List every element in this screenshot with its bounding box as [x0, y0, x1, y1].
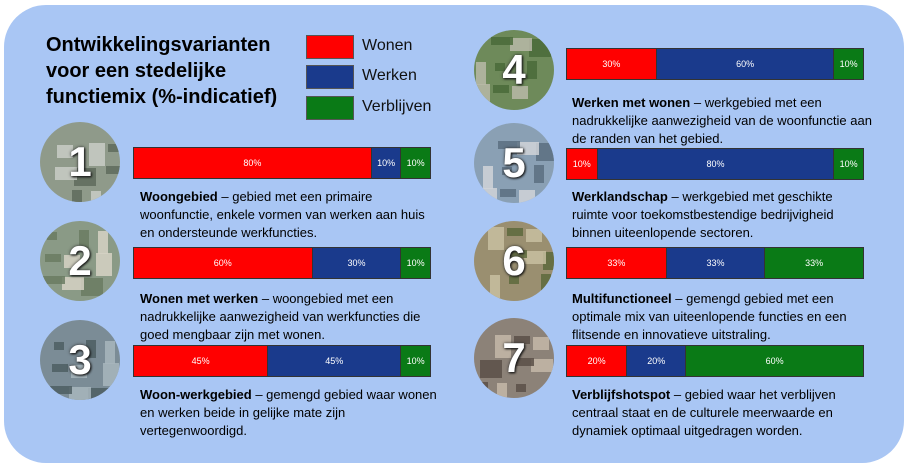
variant-number: 3 [68, 336, 92, 383]
variant-number: 7 [502, 334, 526, 381]
variant-text: – woongebied met een nadrukkelijke aanwe… [140, 291, 421, 342]
bar-segment-wonen: 33% [567, 248, 666, 278]
variant-text: – gemengd gebied met een optimale mix va… [572, 291, 847, 342]
aerial-photo: 3 [40, 320, 120, 400]
bar-segment-verblijven: 10% [400, 346, 430, 376]
variant-name: Werklandschap [572, 189, 668, 204]
bar-segment-werken: 30% [311, 248, 401, 278]
bar-segment-werken: 60% [655, 49, 834, 79]
aerial-photo: 6 [474, 221, 554, 301]
variant-name: Woon-werkgebied [140, 387, 252, 402]
legend-label: Verblijven [362, 98, 432, 115]
variant-text: – werkgebied met geschikte ruimte voor t… [572, 189, 834, 240]
bar-segment-wonen: 20% [567, 346, 627, 376]
stacked-bar: 20% 20% 60% [566, 345, 864, 377]
stacked-bar: 80% 10% 10% [133, 147, 431, 179]
variant-number: 2 [68, 237, 92, 284]
bar-segment-verblijven: 33% [764, 248, 863, 278]
aerial-photo: 1 [40, 122, 120, 202]
variant-description: Woongebied – gebied met een primaire woo… [140, 188, 440, 242]
bar-segment-verblijven: 10% [833, 49, 863, 79]
variant-number: 5 [502, 139, 526, 186]
stacked-bar: 33% 33% 33% [566, 247, 864, 279]
variant-number: 1 [68, 138, 92, 185]
variant-name: Woongebied [140, 189, 218, 204]
legend-swatch [306, 35, 354, 59]
bar-segment-verblijven: 10% [400, 148, 430, 178]
legend-swatch [306, 96, 354, 120]
variant-name: Werken met wonen [572, 95, 691, 110]
aerial-photo: 7 [474, 318, 554, 398]
bar-segment-werken: 10% [370, 148, 401, 178]
bar-segment-werken: 20% [626, 346, 686, 376]
variant-name: Verblijfshotspot [572, 387, 671, 402]
bar-segment-verblijven: 10% [400, 248, 430, 278]
variant-description: Woon-werkgebied – gemengd gebied waar wo… [140, 386, 440, 440]
variant-number: 6 [502, 237, 526, 284]
legend-label: Werken [362, 67, 417, 84]
variant-description: Wonen met werken – woongebied met een na… [140, 290, 440, 344]
bar-segment-verblijven: 10% [833, 149, 863, 179]
aerial-photo: 4 [474, 30, 554, 110]
bar-segment-werken: 80% [596, 149, 834, 179]
variant-number: 4 [502, 46, 526, 93]
bar-segment-werken: 45% [267, 346, 401, 376]
chart-title: Ontwikkelingsvarianten voor een stedelij… [46, 34, 278, 108]
bar-segment-werken: 33% [665, 248, 765, 278]
variant-text: – gemengd gebied waar wonen en werken be… [140, 387, 437, 438]
variant-name: Multifunctioneel [572, 291, 672, 306]
background-panel [4, 5, 904, 463]
variant-text: – werkgebied met een nadrukkelijke aanwe… [572, 95, 872, 146]
bar-segment-wonen: 45% [134, 346, 268, 376]
bar-segment-verblijven: 60% [685, 346, 863, 376]
variant-name: Wonen met werken [140, 291, 259, 306]
bar-segment-wonen: 80% [134, 148, 371, 178]
variant-description: Werklandschap – werkgebied met geschikte… [572, 188, 872, 242]
variant-description: Verblijfshotspot – gebied waar het verbl… [572, 386, 872, 440]
legend-swatch [306, 65, 354, 89]
bar-segment-wonen: 60% [134, 248, 312, 278]
stacked-bar: 30% 60% 10% [566, 48, 864, 80]
stacked-bar: 10% 80% 10% [566, 148, 864, 180]
variant-text: – gebied met een primaire woonfunctie, e… [140, 189, 425, 240]
stacked-bar: 45% 45% 10% [133, 345, 431, 377]
bar-segment-wonen: 10% [567, 149, 597, 179]
stacked-bar: 60% 30% 10% [133, 247, 431, 279]
aerial-photo: 5 [474, 123, 554, 203]
aerial-photo: 2 [40, 221, 120, 301]
variant-text: – gebied waar het verblijven centraal st… [572, 387, 836, 438]
variant-description: Multifunctioneel – gemengd gebied met ee… [572, 290, 872, 344]
variant-description: Werken met wonen – werkgebied met een na… [572, 94, 872, 148]
legend-label: Wonen [362, 37, 413, 54]
bar-segment-wonen: 30% [567, 49, 656, 79]
